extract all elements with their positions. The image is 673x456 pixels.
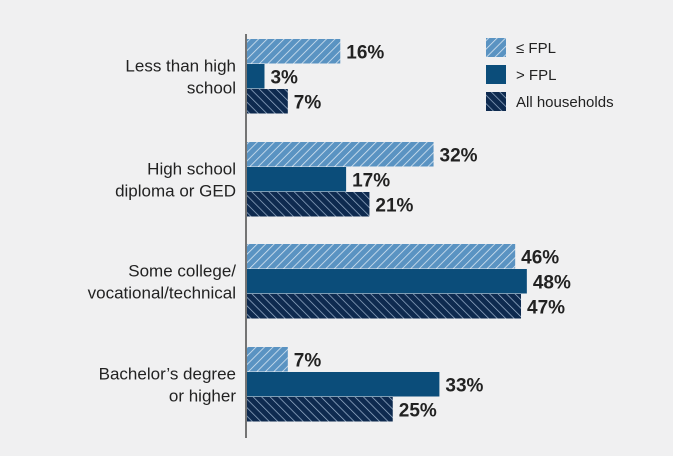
category-label: High school diploma or GED [115,160,236,201]
legend-label: > FPL [516,67,556,84]
value-label: 47% [527,298,565,319]
bars-layer [247,39,527,422]
bar-hatch-dark-0 [247,89,288,114]
category-label: Less than high school [125,57,236,98]
legend-swatch [486,65,506,84]
value-label: 25% [399,401,437,422]
legend-label: All households [516,94,614,111]
bar-hatch-light-0 [247,39,341,64]
bar-solid-2 [247,269,527,294]
labels-layer: 16% 3% 7% Less than high school 32% 17% 21% High… [88,43,571,422]
bar-hatch-dark-3 [247,397,393,422]
value-label: 17% [352,171,390,192]
bar-solid-3 [247,372,440,397]
value-label: 3% [270,68,298,89]
category-label: Bachelor’s degree or higher [99,365,237,406]
bar-hatch-light-2 [247,244,516,269]
value-label: 7% [294,93,322,114]
category-label: Some college/vocational/technical [88,262,237,303]
bar-hatch-light-1 [247,142,434,167]
value-label: 16% [346,43,384,64]
bar-hatch-dark-2 [247,294,522,319]
value-label: 46% [521,248,559,269]
legend-swatch [486,38,506,57]
legend: ≤ FPL > FPL All households [486,38,614,111]
bar-hatch-dark-1 [247,192,370,217]
bar-hatch-light-3 [247,347,288,372]
bar-solid-1 [247,167,347,192]
value-label: 32% [440,146,478,167]
legend-label: ≤ FPL [516,40,556,57]
value-label: 48% [533,273,571,294]
value-label: 33% [445,376,483,397]
value-label: 7% [294,351,322,372]
legend-swatch [486,92,506,111]
bar-solid-0 [247,64,265,89]
value-label: 21% [375,196,413,217]
